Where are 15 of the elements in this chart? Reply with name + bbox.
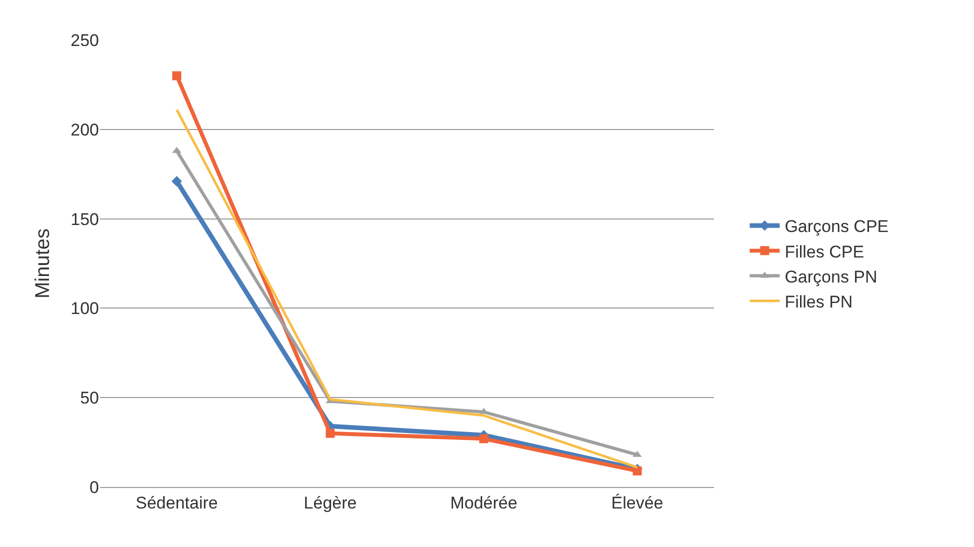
legend-label: Garçons PN [784, 267, 878, 286]
x-tick-label: Légère [304, 493, 357, 512]
legend-label: Filles CPE [784, 242, 864, 262]
y-tick-label: 0 [90, 478, 99, 497]
x-tick-label: Modérée [450, 493, 518, 512]
x-tick-label: Élevée [611, 493, 664, 512]
y-tick-label: 150 [70, 210, 99, 229]
legend-label: Filles PN [784, 292, 853, 312]
legend-label: Garçons CPE [784, 217, 889, 236]
y-tick-label: 250 [70, 30, 99, 50]
y-tick-label: 100 [70, 299, 99, 318]
y-tick-label: 200 [70, 120, 99, 140]
y-axis-title: Minutes [32, 228, 54, 299]
y-tick-label: 50 [80, 388, 99, 408]
x-tick-label: Sédentaire [136, 493, 218, 512]
